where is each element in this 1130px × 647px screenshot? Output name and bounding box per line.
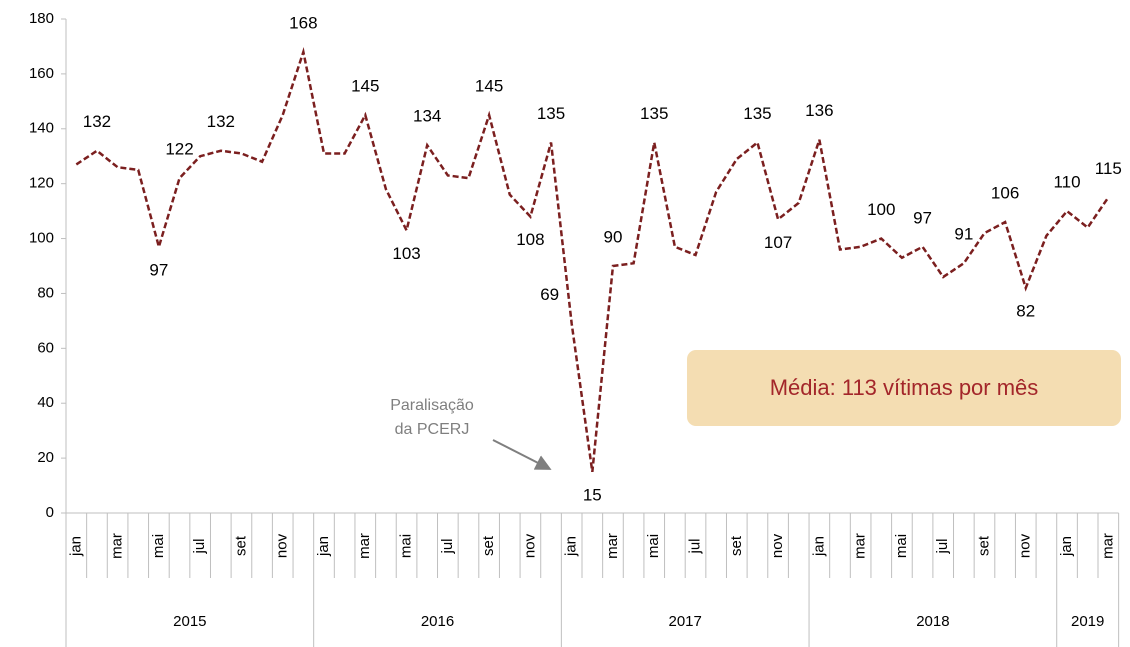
data-label: 82 xyxy=(1016,301,1035,320)
x-tick-label: mar xyxy=(1099,533,1116,559)
data-label: 135 xyxy=(743,104,771,123)
year-label: 2016 xyxy=(421,613,454,630)
y-tick-label: 120 xyxy=(29,175,54,192)
data-label: 168 xyxy=(289,13,317,32)
annotation-line: Paralisação xyxy=(390,397,474,414)
data-label: 108 xyxy=(516,230,544,249)
x-tick-label: jan xyxy=(563,536,580,557)
year-label: 2018 xyxy=(916,613,949,630)
y-tick-label: 100 xyxy=(29,230,54,247)
x-tick-label: jul xyxy=(191,538,208,554)
average-text: Média: 113 vítimas por mês xyxy=(770,375,1039,400)
data-label: 122 xyxy=(165,140,193,159)
x-tick-label: jan xyxy=(315,536,332,557)
data-label: 132 xyxy=(83,112,111,131)
data-label: 135 xyxy=(537,104,565,123)
data-label: 90 xyxy=(603,227,622,246)
x-tick-label: mai xyxy=(893,534,910,558)
y-tick-label: 140 xyxy=(29,120,54,137)
x-tick-label: jan xyxy=(810,536,827,557)
y-tick-label: 60 xyxy=(37,339,54,356)
x-tick-label: jan xyxy=(67,536,84,557)
y-tick-label: 180 xyxy=(29,10,54,27)
y-tick-label: 160 xyxy=(29,65,54,82)
x-tick-label: mai xyxy=(645,534,662,558)
data-label: 106 xyxy=(991,184,1019,203)
data-label: 135 xyxy=(640,104,668,123)
data-label: 136 xyxy=(805,101,833,120)
y-tick-label: 20 xyxy=(37,449,54,466)
data-line xyxy=(75,47,1110,473)
year-label: 2017 xyxy=(669,613,702,630)
data-label: 91 xyxy=(954,225,973,244)
x-tick-label: nov xyxy=(769,533,786,558)
annotation-line: da PCERJ xyxy=(395,421,470,438)
year-label: 2015 xyxy=(173,613,206,630)
x-tick-label: set xyxy=(232,535,249,556)
y-tick-label: 0 xyxy=(46,504,54,521)
x-tick-label: mar xyxy=(109,533,126,559)
data-label: 69 xyxy=(540,285,559,304)
data-label: 97 xyxy=(149,260,168,279)
x-tick-label: set xyxy=(975,535,992,556)
x-tick-label: mar xyxy=(356,533,373,559)
x-tick-label: jul xyxy=(934,538,951,554)
y-tick-label: 40 xyxy=(37,394,54,411)
data-label: 100 xyxy=(867,200,895,219)
data-label: 97 xyxy=(913,208,932,227)
x-tick-label: jul xyxy=(439,538,456,554)
y-tick-label: 80 xyxy=(37,284,54,301)
x-tick-label: nov xyxy=(521,533,538,558)
average-box xyxy=(687,350,1121,426)
x-tick-label: mar xyxy=(852,533,869,559)
data-label: 15 xyxy=(583,485,602,504)
x-tick-label: jan xyxy=(1058,536,1075,557)
x-tick-label: jul xyxy=(686,538,703,554)
data-label: 134 xyxy=(413,107,441,126)
x-tick-label: mai xyxy=(150,534,167,558)
data-label: 132 xyxy=(207,112,235,131)
x-tick-label: set xyxy=(728,535,745,556)
data-label: 107 xyxy=(764,233,792,252)
x-tick-label: set xyxy=(480,535,497,556)
x-tick-label: mar xyxy=(604,533,621,559)
annotation-arrow xyxy=(492,439,552,470)
data-label: 103 xyxy=(392,244,420,263)
data-label: 145 xyxy=(475,77,503,96)
data-label: 110 xyxy=(1053,173,1080,192)
year-label: 2019 xyxy=(1071,613,1104,630)
data-label: 115 xyxy=(1095,159,1122,178)
x-tick-label: mai xyxy=(398,534,415,558)
x-tick-label: nov xyxy=(1017,533,1034,558)
x-tick-label: nov xyxy=(274,533,291,558)
data-label: 145 xyxy=(351,77,379,96)
